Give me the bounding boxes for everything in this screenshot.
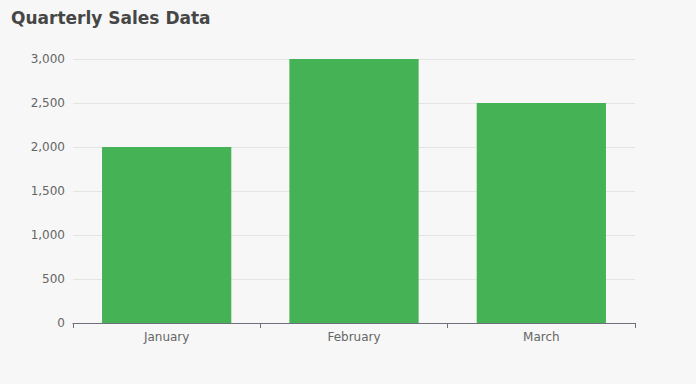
svg-text:3,000: 3,000	[31, 52, 65, 66]
svg-text:0: 0	[57, 316, 65, 330]
svg-text:1,500: 1,500	[31, 184, 65, 198]
svg-text:January: January	[143, 330, 190, 344]
svg-text:2,000: 2,000	[31, 140, 65, 154]
svg-text:1,000: 1,000	[31, 228, 65, 242]
svg-text:March: March	[523, 330, 560, 344]
svg-text:2,500: 2,500	[31, 96, 65, 110]
svg-text:Quarterly Sales Data: Quarterly Sales Data	[11, 8, 211, 28]
svg-text:500: 500	[42, 272, 65, 286]
svg-text:February: February	[327, 330, 380, 344]
